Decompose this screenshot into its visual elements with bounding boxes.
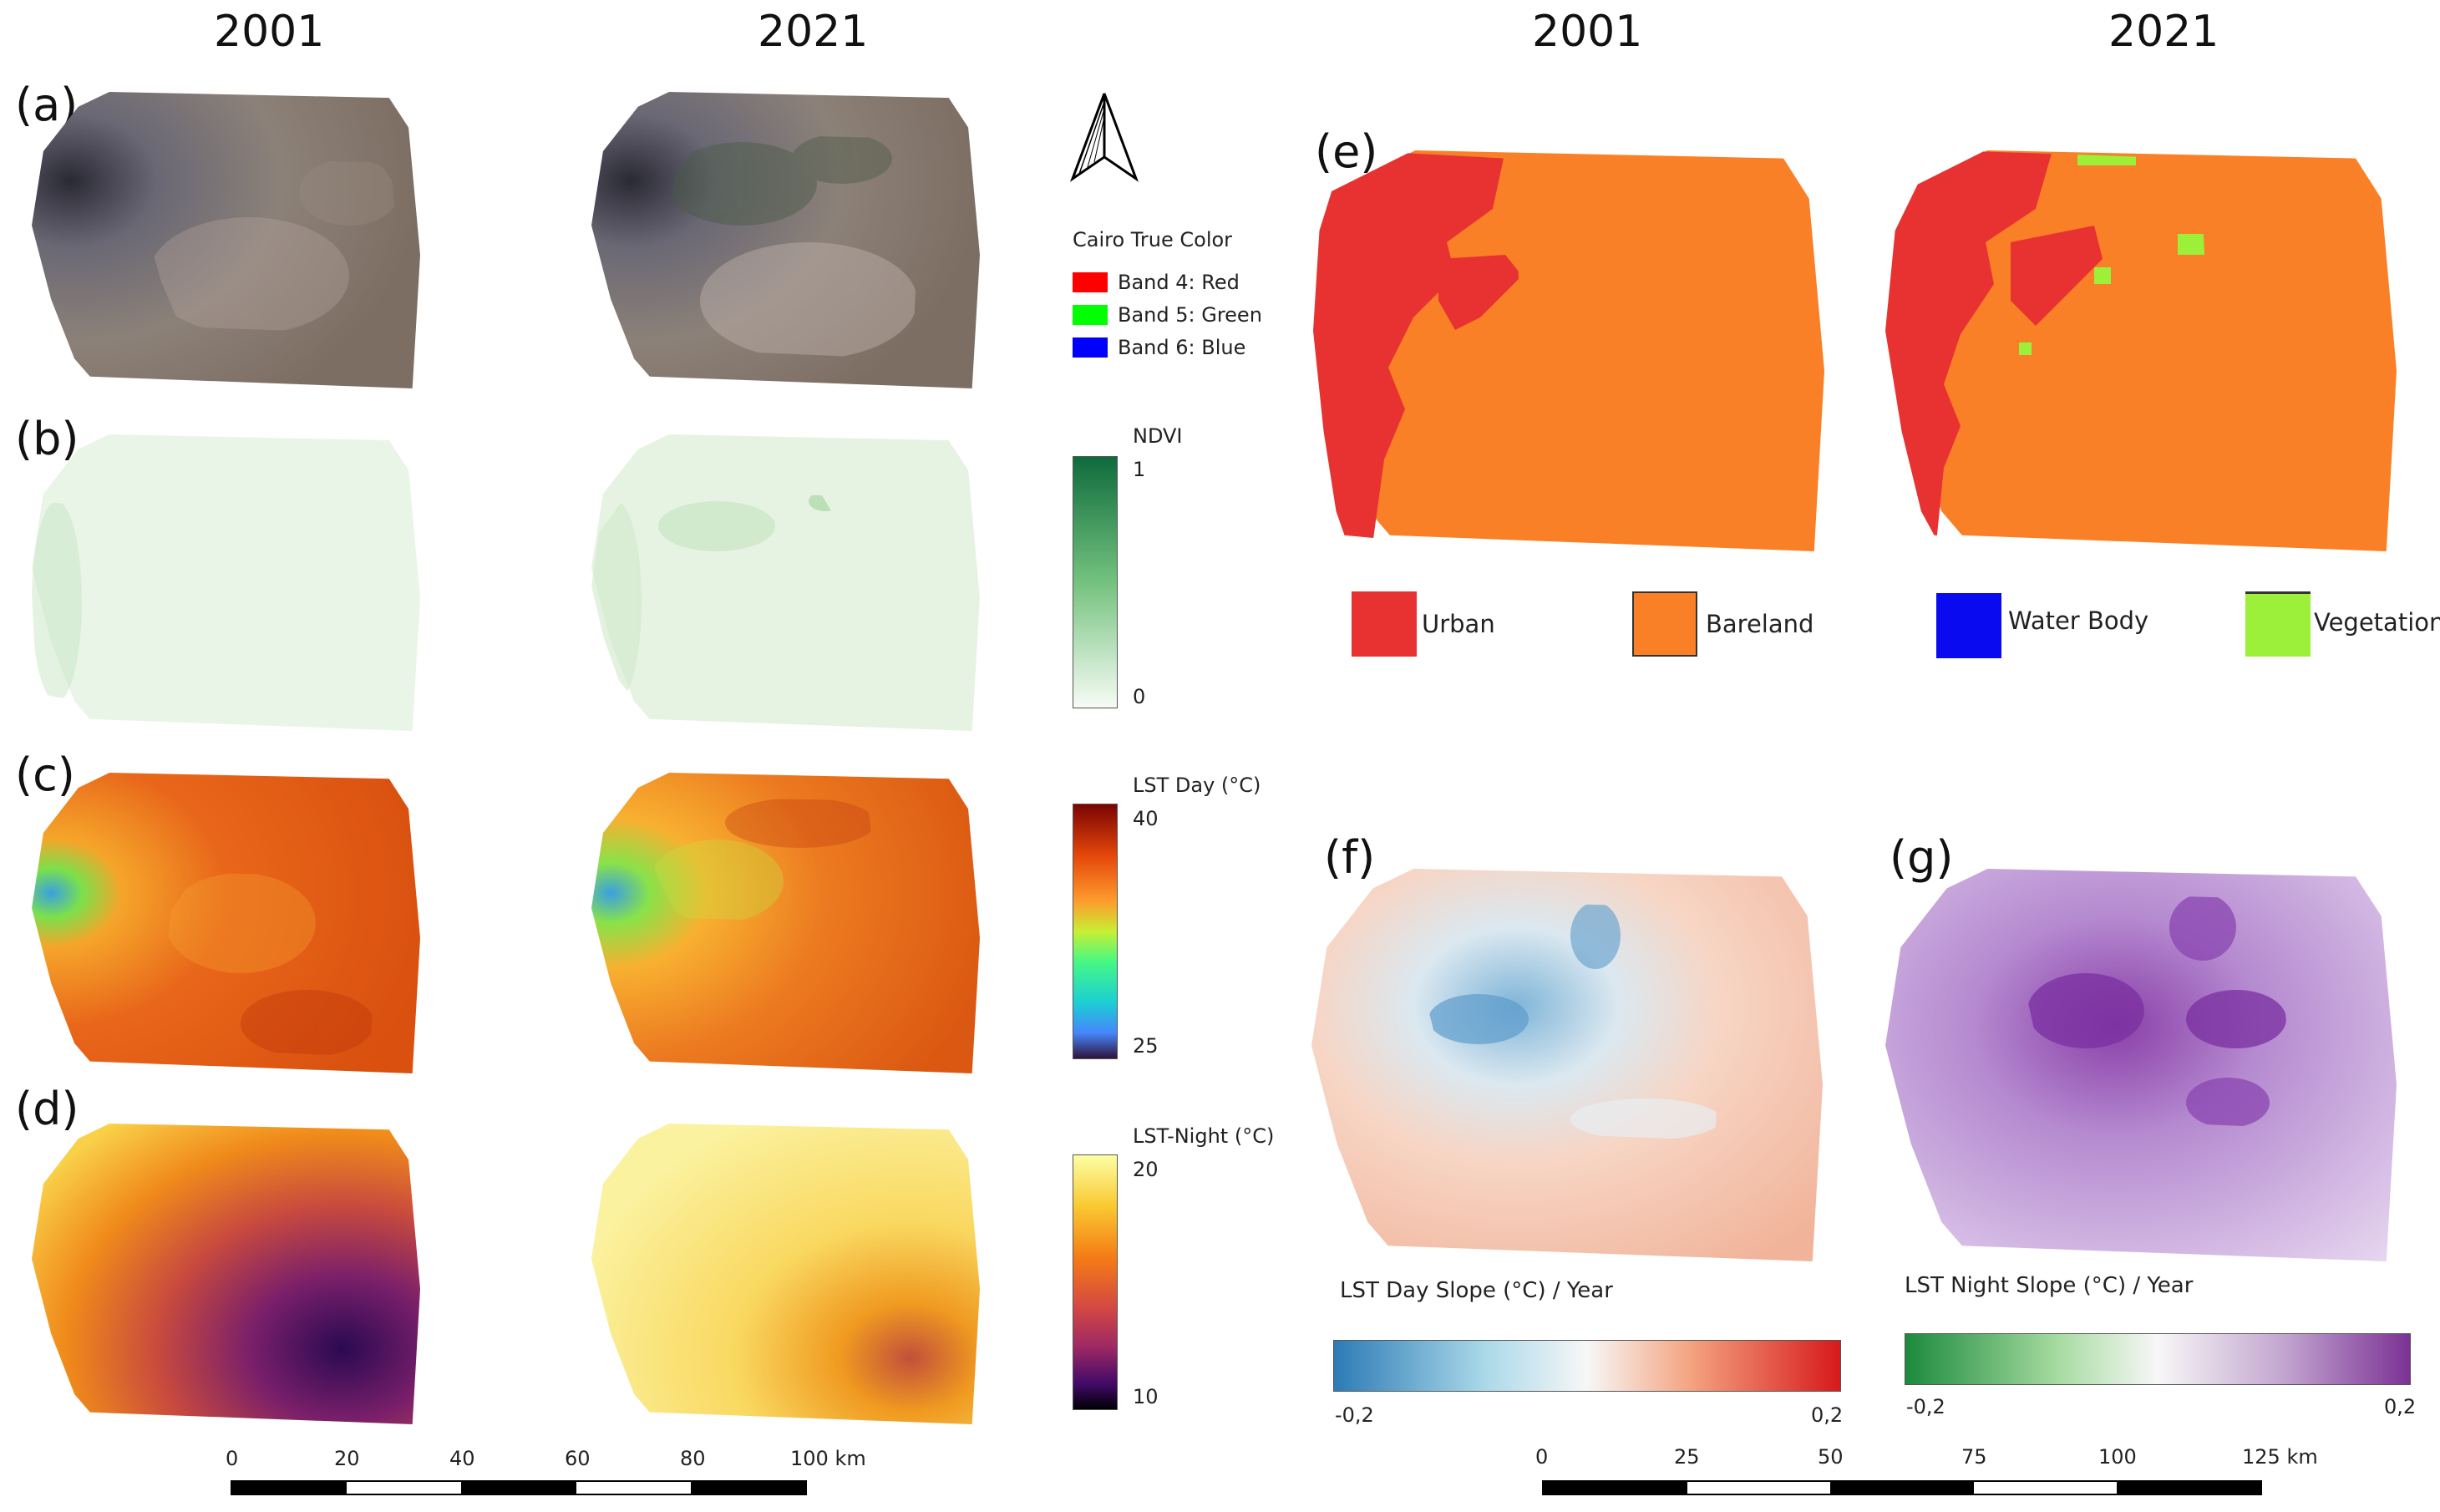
ndvi-legend-title: NDVI [1133, 424, 1183, 448]
map-d-2021 [591, 1124, 980, 1424]
scalebar-segment [461, 1482, 576, 1494]
lst-day-colorbar [1073, 804, 1118, 1059]
lulc-bareland-swatch [1632, 591, 1697, 657]
lst-night-min-label: 10 [1133, 1385, 1159, 1408]
lst-day-max-label: 40 [1133, 807, 1159, 830]
map-a-2001 [32, 92, 420, 388]
scalebar-segment [347, 1482, 462, 1494]
lulc-water-swatch [1936, 593, 2001, 658]
scalebar-left-tick: 80 [680, 1447, 706, 1470]
slope-day-colorbar [1333, 1340, 1841, 1392]
scalebar-left-tick: 0 [226, 1447, 239, 1470]
scalebar-left [231, 1480, 807, 1495]
scalebar-segment [1687, 1482, 1831, 1494]
slope-night-title: LST Night Slope (°C) / Year [1905, 1273, 2194, 1298]
lst-night-colorbar [1073, 1154, 1118, 1410]
slope-night-min-label: -0,2 [1906, 1395, 1945, 1418]
panel-label-c: (c) [15, 748, 75, 801]
map-e-2021 [1885, 150, 2397, 551]
map-c-2001 [32, 773, 420, 1073]
panel-label-d: (d) [15, 1083, 79, 1135]
scalebar-segment [1544, 1482, 1687, 1494]
scalebar-segment [2117, 1482, 2260, 1494]
scalebar-left-tick: 60 [565, 1447, 591, 1470]
band-green-label: Band 5: Green [1118, 303, 1262, 327]
band-red-label: Band 4: Red [1118, 271, 1240, 294]
scalebar-right-tick: 25 [1674, 1445, 1700, 1469]
scalebar-right-tick: 50 [1818, 1445, 1844, 1469]
lulc-bareland-label: Bareland [1706, 610, 1814, 638]
ndvi-max-label: 1 [1133, 458, 1146, 481]
scalebar-left-tick: 40 [449, 1447, 475, 1470]
slope-day-title: LST Day Slope (°C) / Year [1340, 1278, 1613, 1303]
map-f-slope-day [1311, 869, 1823, 1261]
band-red-swatch [1073, 272, 1108, 292]
lst-night-legend-title: LST-Night (°C) [1133, 1124, 1275, 1148]
lulc-urban-label: Urban [1422, 610, 1495, 638]
lulc-vegetation-label: Vegetation [2314, 608, 2440, 637]
map-b-2021 [591, 434, 980, 731]
ndvi-min-label: 0 [1133, 685, 1146, 708]
scalebar-right-tick: 0 [1535, 1445, 1549, 1469]
ndvi-colorbar [1073, 456, 1118, 708]
scalebar-segment [232, 1482, 347, 1494]
map-c-2021 [591, 773, 980, 1073]
slope-day-min-label: -0,2 [1335, 1403, 1374, 1427]
map-a-2021 [591, 92, 980, 388]
slope-night-colorbar [1905, 1333, 2411, 1385]
column-header-2021-left: 2021 [758, 7, 869, 57]
map-b-2001 [32, 434, 420, 731]
band-blue-label: Band 6: Blue [1118, 336, 1246, 359]
map-e-2001 [1313, 150, 1824, 551]
scalebar-segment [690, 1482, 806, 1494]
panel-label-f: (f) [1324, 831, 1376, 884]
lulc-vegetation-swatch [2245, 591, 2311, 657]
lst-day-legend-title: LST Day (°C) [1133, 774, 1261, 797]
band-blue-swatch [1073, 337, 1108, 358]
scalebar-left-tick: 20 [334, 1447, 360, 1470]
lst-night-max-label: 20 [1133, 1158, 1159, 1181]
true-color-legend-title: Cairo True Color [1073, 228, 1233, 251]
map-g-slope-night [1885, 869, 2397, 1261]
slope-day-max-label: 0,2 [1811, 1403, 1844, 1427]
lulc-urban-swatch [1352, 591, 1417, 657]
map-d-2001 [32, 1124, 420, 1424]
scalebar-segment [576, 1482, 691, 1494]
slope-night-max-label: 0,2 [2384, 1395, 2417, 1418]
north-arrow-icon [1069, 93, 1139, 182]
scalebar-left-tick: 100 km [790, 1447, 866, 1470]
scalebar-segment [1830, 1482, 1974, 1494]
column-header-2021-right: 2021 [2108, 7, 2219, 57]
scalebar-segment [1973, 1482, 2118, 1494]
lulc-water-label: Water Body [2008, 606, 2149, 635]
column-header-2001-right: 2001 [1532, 7, 1643, 57]
column-header-2001-left: 2001 [214, 7, 325, 57]
panel-label-b: (b) [15, 413, 79, 465]
scalebar-right-tick: 75 [1961, 1445, 1987, 1469]
band-green-swatch [1073, 305, 1108, 325]
panel-label-g: (g) [1890, 831, 1954, 884]
scalebar-right-tick: 100 [2098, 1445, 2137, 1469]
panel-label-e: (e) [1315, 125, 1378, 178]
scalebar-right [1542, 1480, 2262, 1495]
lst-day-min-label: 25 [1133, 1034, 1159, 1058]
scalebar-right-tick: 125 km [2242, 1445, 2318, 1469]
